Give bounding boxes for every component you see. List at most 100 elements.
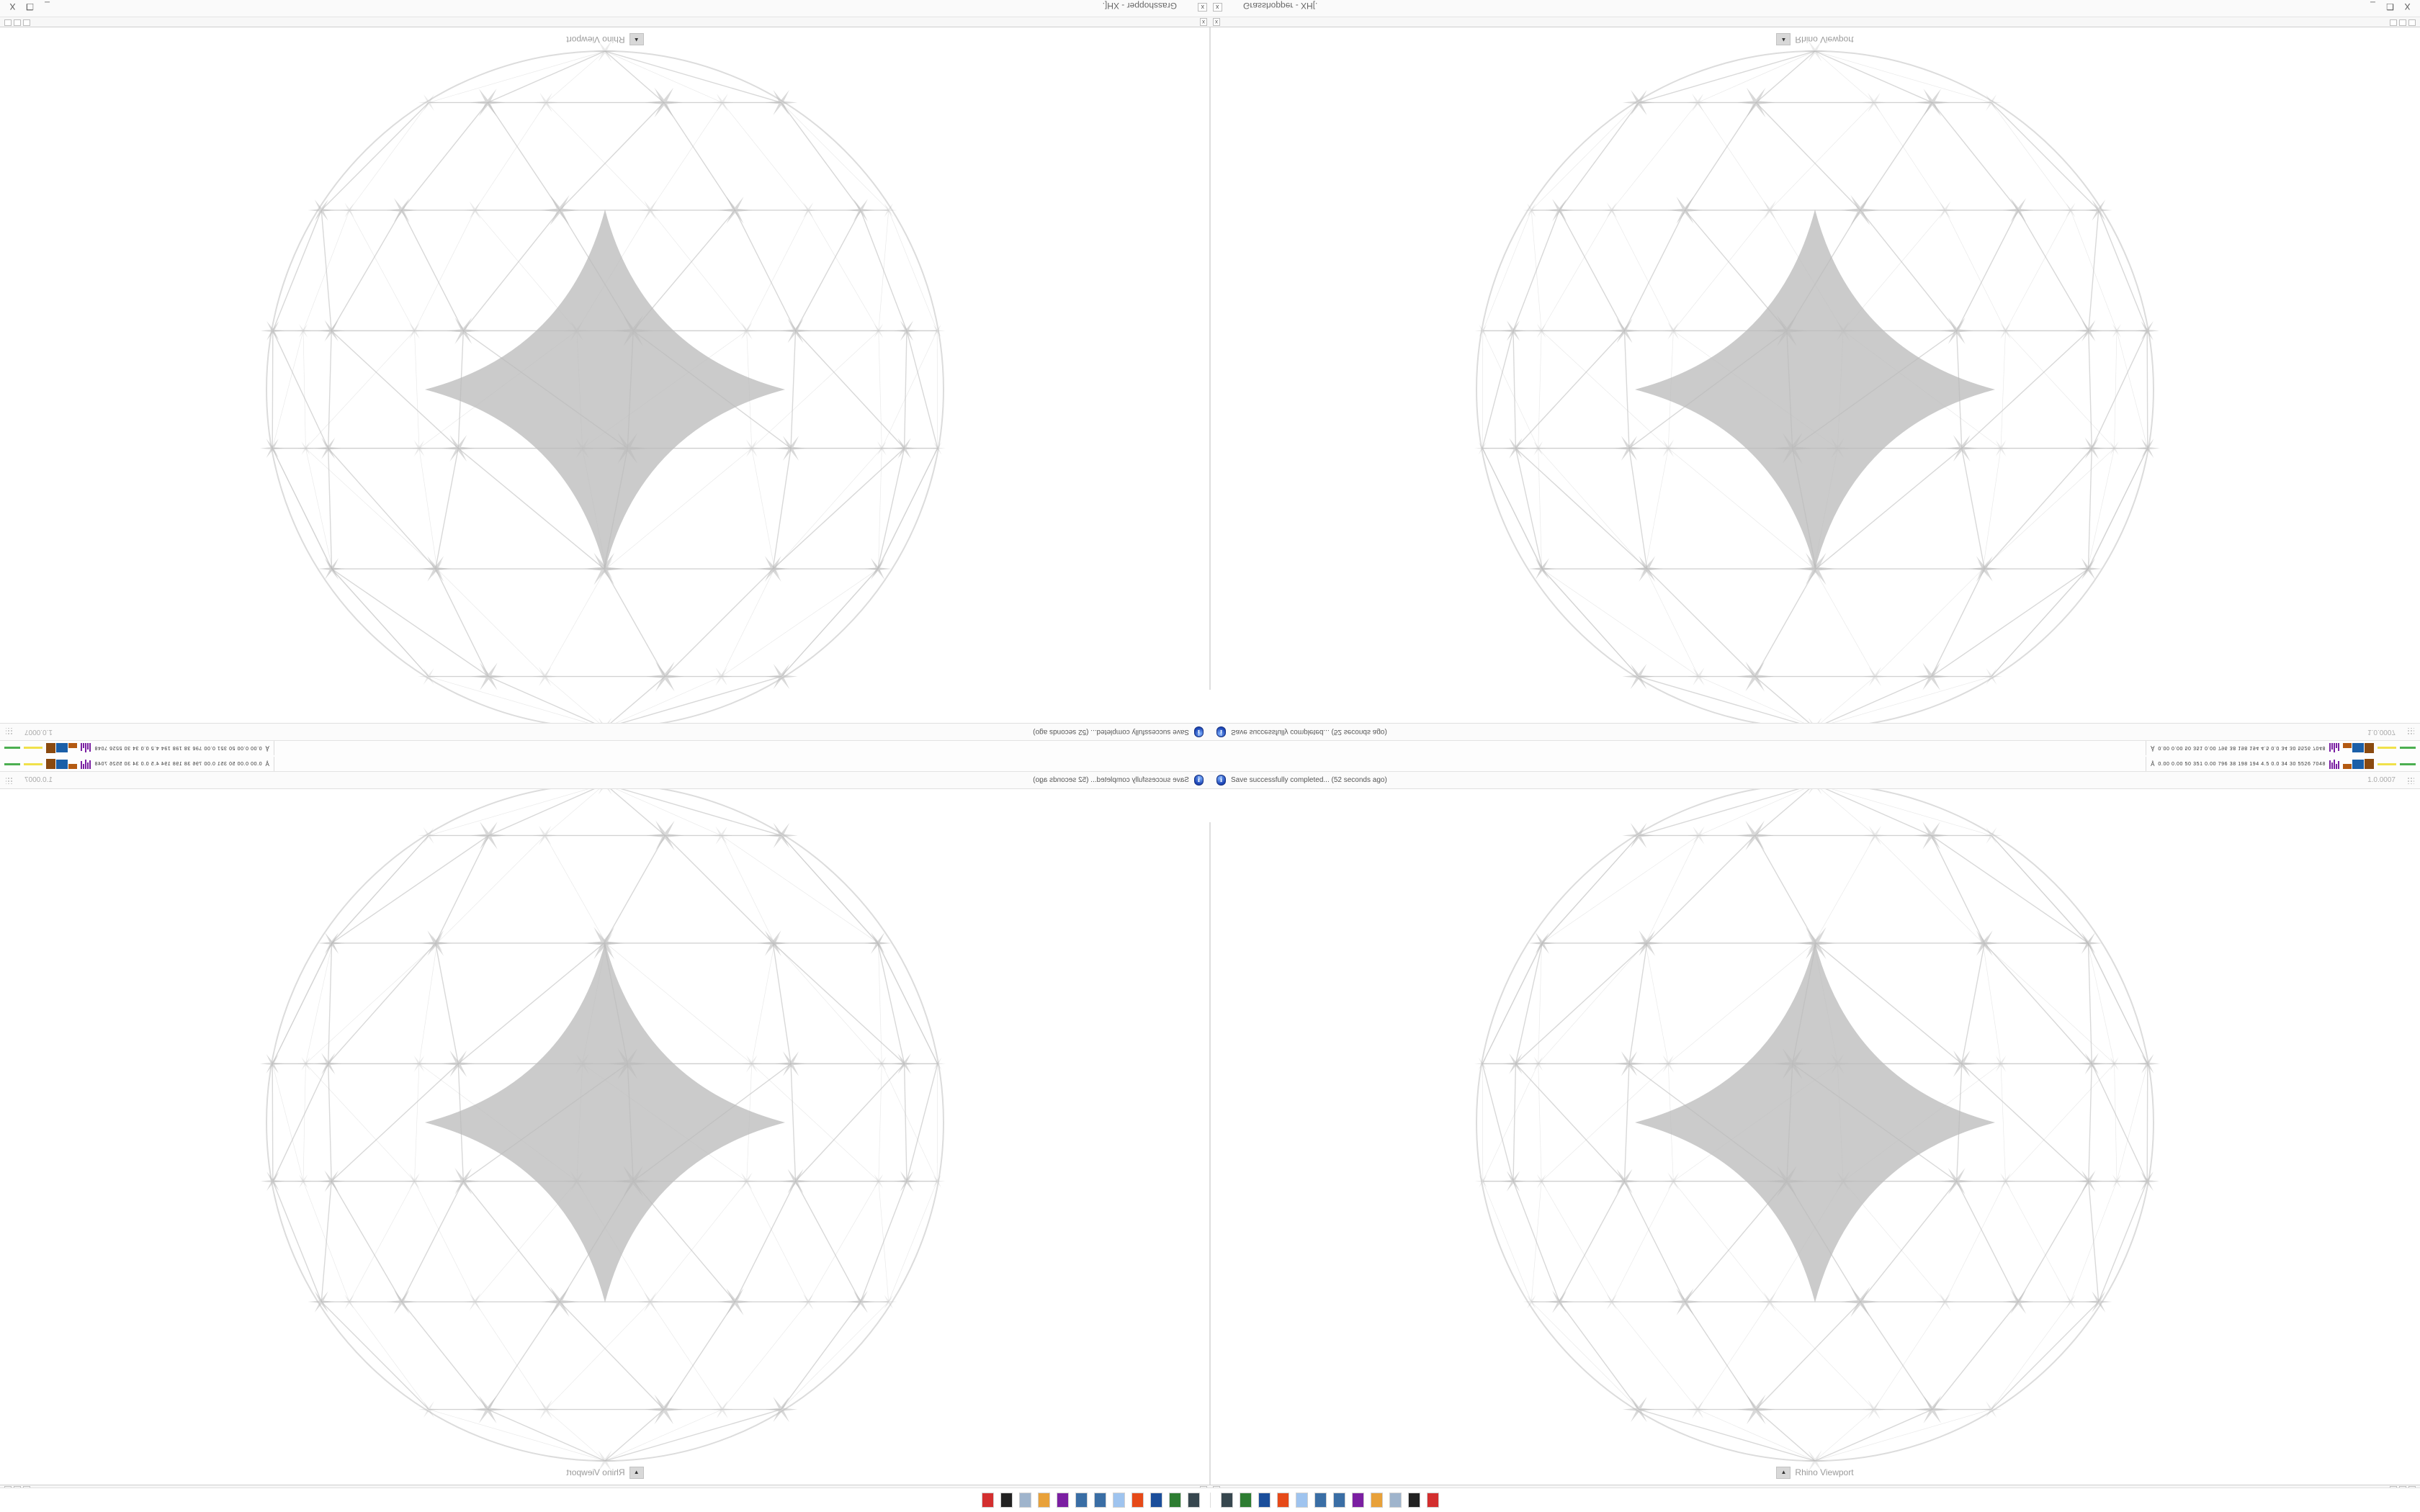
taskbar-app-icon[interactable] (1075, 1493, 1088, 1508)
sphere-edge (795, 330, 905, 449)
taskbar-app-icon[interactable] (981, 1493, 994, 1508)
viewport-menu-button[interactable]: ▲ (629, 1466, 644, 1479)
sphere-node-star (1613, 1051, 1646, 1076)
taskbar-app-icon[interactable] (1018, 1493, 1031, 1508)
taskbar-app-icon[interactable] (1370, 1493, 1383, 1508)
geodesic-sphere-render (260, 789, 946, 1472)
maximize-button[interactable]: ❐ (26, 1, 34, 12)
taskbar-app-icon[interactable] (1314, 1493, 1327, 1508)
rhino-viewport[interactable]: ▲ Rhino Viewport (0, 789, 1210, 1485)
sphere-edge (721, 568, 775, 677)
taskbar-app-icon[interactable] (1112, 1493, 1125, 1508)
resize-grip[interactable] (2407, 776, 2414, 784)
status-message: Save successfully completed... (52 secon… (1231, 728, 1387, 736)
system-monitor-widget[interactable]: Å 0.00 0.00 50 351 0.00 796 38 198 194 4… (4, 741, 274, 755)
minimize-button[interactable]: _ (2370, 1, 2375, 12)
sphere-edge (1930, 568, 1985, 677)
taskbar-apps-right[interactable] (1211, 1493, 1449, 1508)
sphere-edge (878, 330, 882, 449)
sphere-edge (1991, 568, 2089, 678)
sphere-edge (1541, 1181, 1613, 1302)
sphere-node-star (2135, 1171, 2160, 1191)
rhino-viewport[interactable]: ▲ Rhino Viewport (1210, 789, 2420, 1485)
taskbar-apps-left[interactable] (972, 1493, 1211, 1508)
resize-grip[interactable] (6, 728, 13, 736)
taskbar-app-icon[interactable] (1056, 1493, 1069, 1508)
taskbar-app-icon[interactable] (1276, 1493, 1289, 1508)
os-taskbar[interactable] (0, 1488, 2420, 1512)
sphere-edge (544, 568, 606, 677)
maximize-button[interactable]: ❐ (2386, 1, 2394, 12)
sphere-node-star (260, 321, 285, 341)
sphere-node-star (1608, 318, 1641, 343)
sphere-edge (2087, 942, 2115, 1064)
rhino-viewport[interactable]: ▲ Rhino Viewport (0, 27, 1210, 723)
sphere-edge (545, 1409, 606, 1462)
sphere-node-star (340, 1294, 359, 1310)
viewport-menu-button[interactable]: ▲ (629, 33, 644, 46)
taskbar-app-icon[interactable] (1389, 1493, 1402, 1508)
minimize-button[interactable]: _ (45, 1, 50, 12)
sliver-window-buttons[interactable] (2390, 19, 2416, 26)
sphere-edge (487, 1301, 560, 1410)
sphere-node-star (891, 438, 918, 459)
sphere-edge (746, 210, 809, 331)
taskbar-app-icon[interactable] (1295, 1493, 1308, 1508)
close-icon[interactable]: x (1198, 3, 1207, 12)
close-button[interactable]: X (9, 1, 16, 12)
sphere-edge (331, 1181, 403, 1302)
sphere-edge (1668, 448, 1814, 570)
sphere-node-star (2078, 437, 2106, 459)
sphere-edge (2087, 942, 2148, 1064)
sysmon-blocks (2343, 743, 2374, 753)
taskbar-app-icon[interactable] (1000, 1493, 1013, 1508)
taskbar-app-icon[interactable] (1407, 1493, 1420, 1508)
sphere-edge (1673, 210, 1770, 331)
taskbar-app-icon[interactable] (1351, 1493, 1364, 1508)
sliver-close-icon[interactable]: x (1213, 18, 1220, 26)
window-controls[interactable]: _ ❐ X (7, 1, 53, 12)
taskbar-app-icon[interactable] (1150, 1493, 1162, 1508)
rhino-viewport[interactable]: ▲ Rhino Viewport (1210, 27, 2420, 723)
sphere-node-star (893, 1171, 920, 1192)
taskbar-app-icon[interactable] (1037, 1493, 1050, 1508)
system-monitor-widget[interactable]: Å 0.00 0.00 50 351 0.00 796 38 198 194 4… (2146, 757, 2416, 771)
sliver-close-icon[interactable]: x (1200, 18, 1207, 26)
sphere-node-star (463, 201, 487, 220)
sphere-edge (1945, 210, 2006, 331)
taskbar-app-icon[interactable] (1332, 1493, 1345, 1508)
taskbar-app-icon[interactable] (1220, 1493, 1233, 1508)
taskbar-app-icon[interactable] (1168, 1493, 1181, 1508)
close-button[interactable]: X (2404, 1, 2411, 12)
info-icon (1216, 775, 1226, 786)
resize-grip[interactable] (2407, 728, 2414, 736)
resize-grip[interactable] (6, 776, 13, 784)
viewport-menu-button[interactable]: ▲ (1776, 1466, 1791, 1479)
system-monitor-widget[interactable]: Å 0.00 0.00 50 351 0.00 796 38 198 194 4… (2146, 741, 2416, 755)
sphere-node-star (533, 1400, 559, 1420)
close-icon[interactable]: x (1213, 3, 1222, 12)
sphere-edge (435, 835, 490, 944)
taskbar-app-icon[interactable] (1258, 1493, 1270, 1508)
sphere-edge (272, 1181, 322, 1302)
sphere-node-star (295, 1174, 312, 1188)
sphere-node-star (1529, 1056, 1548, 1071)
sphere-edge (1991, 102, 2071, 211)
taskbar-app-icon[interactable] (1093, 1493, 1106, 1508)
viewport-menu-button[interactable]: ▲ (1776, 33, 1791, 46)
sphere-edge (434, 448, 459, 570)
sphere-node-star (1622, 822, 1655, 848)
taskbar-app-icon[interactable] (1426, 1493, 1439, 1508)
taskbar-app-icon[interactable] (1131, 1493, 1144, 1508)
sphere-edge (1482, 330, 1514, 449)
sphere-edge (1559, 1181, 1626, 1302)
system-monitor-widget[interactable]: Å 0.00 0.00 50 351 0.00 796 38 198 194 4… (4, 757, 274, 771)
sliver-window-buttons[interactable] (4, 19, 30, 26)
sphere-edge (429, 50, 606, 103)
sphere-edge (414, 210, 475, 331)
window-controls[interactable]: _ ❐ X (2367, 1, 2413, 12)
sphere-node-star (1687, 826, 1711, 845)
taskbar-app-icon[interactable] (1239, 1493, 1252, 1508)
taskbar-app-icon[interactable] (1187, 1493, 1200, 1508)
sphere-edge (604, 675, 782, 723)
